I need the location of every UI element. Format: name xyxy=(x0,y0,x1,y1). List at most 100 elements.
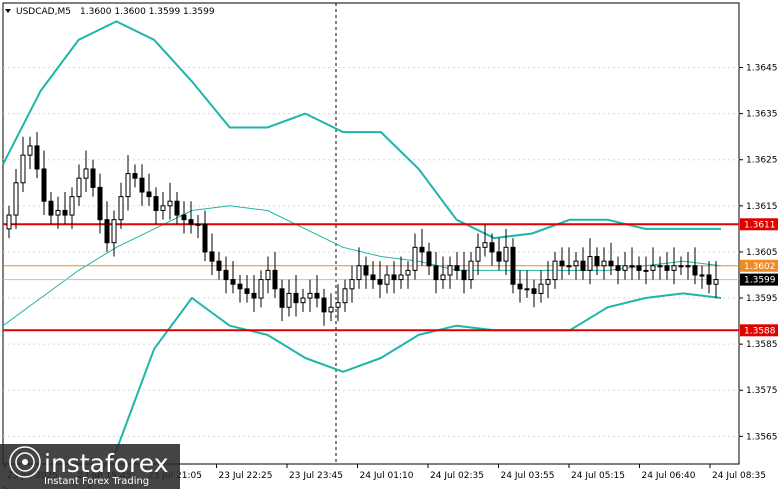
y-tick-label: 1.3585 xyxy=(746,340,778,350)
candle-body xyxy=(552,260,558,281)
plot-frame xyxy=(2,2,740,465)
dropdown-triangle-icon[interactable] xyxy=(5,9,11,13)
watermark: instaforex Instant Forex Trading xyxy=(0,444,180,489)
candle-body xyxy=(587,256,593,271)
candle-body xyxy=(713,279,719,285)
bollinger-upper-line xyxy=(2,20,721,240)
bollinger-lower-line xyxy=(2,292,722,489)
candle-body xyxy=(370,274,376,281)
candle-body xyxy=(629,265,635,268)
candle-body xyxy=(48,200,54,216)
x-tick-label: 24 Jul 02:35 xyxy=(430,471,484,481)
y-tick-label: 1.3605 xyxy=(746,248,778,258)
candle-body xyxy=(237,283,243,290)
candle-body xyxy=(20,154,26,184)
x-tick-label: 24 Jul 08:35 xyxy=(712,471,766,481)
candle-body xyxy=(293,292,299,304)
candle-body xyxy=(377,279,383,285)
x-tick-label: 24 Jul 06:40 xyxy=(642,471,696,481)
candle-body xyxy=(475,246,481,262)
candle-body xyxy=(482,242,488,248)
candle-body xyxy=(160,205,166,211)
y-tick-label: 1.3635 xyxy=(746,110,778,120)
candle-body xyxy=(503,246,509,262)
candle-body xyxy=(391,274,397,281)
candle-body xyxy=(608,260,614,267)
candle-body xyxy=(272,269,278,290)
candle-body xyxy=(559,260,565,267)
candle-body xyxy=(468,260,474,281)
candle-body xyxy=(489,242,495,253)
candle-body xyxy=(76,177,82,198)
candle-body xyxy=(167,200,173,207)
candle-body xyxy=(251,292,257,299)
candle-body xyxy=(300,297,306,304)
level-badge xyxy=(740,218,778,231)
candle-body xyxy=(118,196,124,221)
candle-body xyxy=(139,177,145,193)
candle-body xyxy=(34,145,40,170)
candle-body xyxy=(342,288,348,304)
current-price-label: 1.3599 xyxy=(744,276,776,286)
candle-body xyxy=(426,251,432,267)
candle-body xyxy=(216,260,222,271)
y-tick-label: 1.3625 xyxy=(746,156,778,166)
candle-body xyxy=(412,246,418,271)
y-axis: 1.3645 1.3635 1.3625 1.3615 1.3605 1.3595 1.35… xyxy=(739,64,778,442)
candle-body xyxy=(447,265,453,276)
candle-body xyxy=(643,269,649,272)
level-badge xyxy=(740,324,778,337)
candle-body xyxy=(83,168,89,179)
candle-body xyxy=(699,274,705,277)
x-tick-label: 23 Jul 23:45 xyxy=(289,471,343,481)
candle-body xyxy=(510,246,516,285)
candle-body xyxy=(55,209,61,216)
candle-body xyxy=(678,265,684,268)
level-badge xyxy=(740,259,778,272)
candle-body xyxy=(244,288,250,294)
candle-body xyxy=(671,265,677,271)
candle-body xyxy=(706,274,712,285)
candle-body xyxy=(664,265,670,271)
candle-body xyxy=(146,191,152,198)
candle-body xyxy=(692,265,698,276)
candle-body xyxy=(622,265,628,271)
x-tick-label: 24 Jul 01:10 xyxy=(360,471,414,481)
candle-body xyxy=(349,279,355,290)
candle-body xyxy=(195,223,201,226)
candle-body xyxy=(405,269,411,276)
candle-body xyxy=(573,260,579,267)
candle-body xyxy=(517,283,523,290)
candle-body xyxy=(6,214,12,230)
moving-average-line xyxy=(2,205,722,327)
instaforex-logo-icon xyxy=(9,446,41,478)
y-tick-label: 1.3565 xyxy=(746,432,778,442)
candle-body xyxy=(328,306,334,313)
candle-body xyxy=(566,265,572,268)
candle-body xyxy=(398,274,404,281)
candle-body xyxy=(69,196,75,216)
candle-body xyxy=(657,265,663,268)
candle-body xyxy=(104,219,110,244)
candle-body xyxy=(356,265,362,281)
candle-body xyxy=(440,274,446,281)
candle-body xyxy=(433,265,439,281)
candle-body xyxy=(685,265,691,268)
level-label: 1.3588 xyxy=(744,326,776,336)
candles xyxy=(6,132,719,326)
candle-body xyxy=(90,168,96,188)
candle-body xyxy=(384,274,390,285)
chart-header: USDCAD,M5 1.3600 1.3600 1.3599 1.3599 xyxy=(5,7,215,17)
candle-body xyxy=(258,279,264,299)
candle-body xyxy=(223,269,229,281)
y-tick-label: 1.3595 xyxy=(746,294,778,304)
candle-body xyxy=(531,288,537,294)
candle-body xyxy=(153,196,159,211)
x-tick-label: 24 Jul 03:55 xyxy=(501,471,555,481)
candle-body xyxy=(321,297,327,313)
candle-body xyxy=(209,251,215,262)
level-label: 1.3602 xyxy=(744,262,776,272)
candle-body xyxy=(307,292,313,299)
candle-body xyxy=(132,173,138,179)
